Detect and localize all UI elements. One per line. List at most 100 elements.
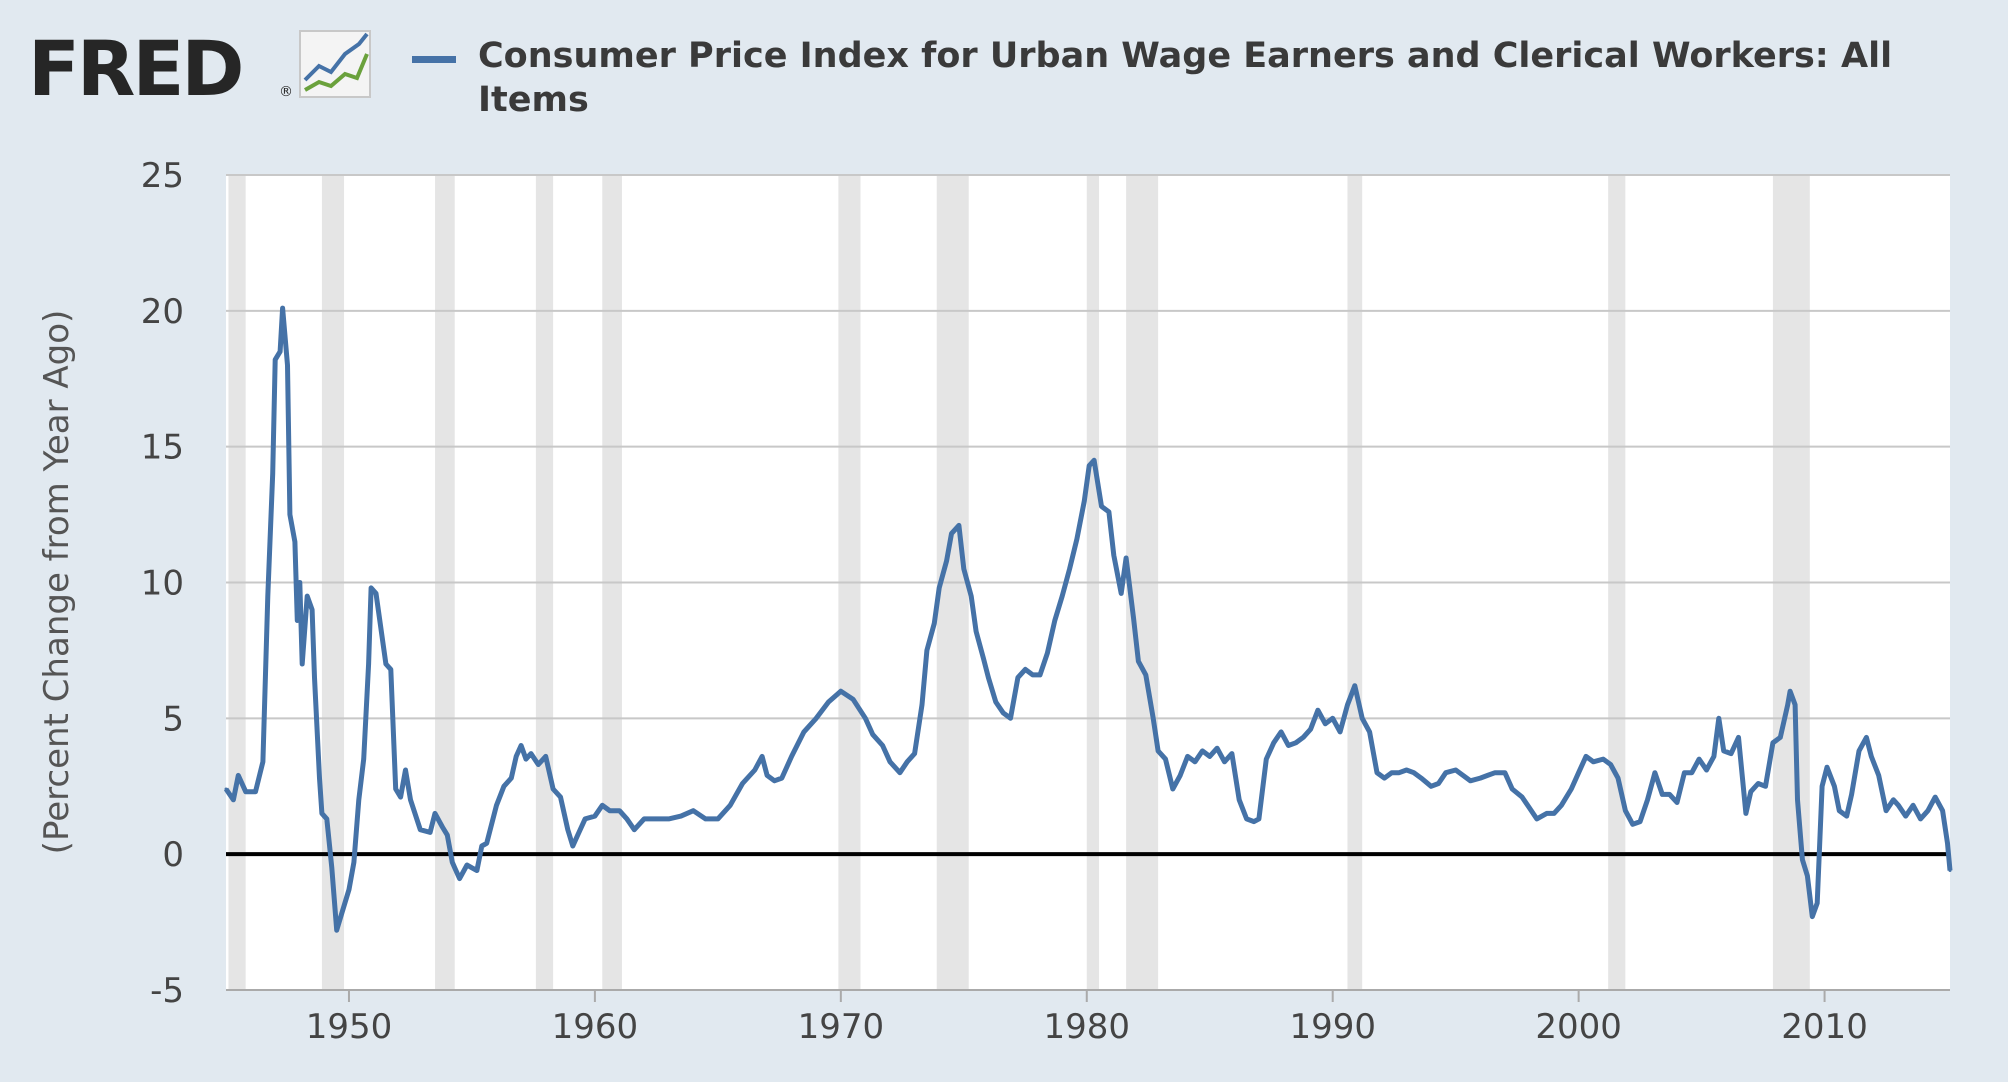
data-point xyxy=(937,586,941,590)
data-point xyxy=(1124,556,1128,560)
data-point xyxy=(925,648,929,652)
data-point xyxy=(1933,795,1937,799)
data-point xyxy=(1941,809,1945,813)
data-point xyxy=(1616,776,1620,780)
data-point xyxy=(394,787,398,791)
data-point xyxy=(1788,689,1792,693)
data-point xyxy=(485,841,489,845)
data-point xyxy=(404,768,408,772)
data-point xyxy=(1904,814,1908,818)
data-point xyxy=(1682,771,1686,775)
x-tick-label: 1950 xyxy=(306,1007,393,1047)
data-point xyxy=(851,697,855,701)
data-point xyxy=(236,773,240,777)
legend-swatch xyxy=(412,56,456,63)
data-point xyxy=(1793,703,1797,707)
data-point xyxy=(293,540,297,544)
data-point xyxy=(1705,768,1709,772)
data-point xyxy=(1230,752,1234,756)
data-point xyxy=(1279,730,1283,734)
data-point xyxy=(1156,749,1160,753)
data-point xyxy=(495,803,499,807)
data-point xyxy=(450,860,454,864)
data-point xyxy=(642,817,646,821)
data-point xyxy=(1454,768,1458,772)
data-point xyxy=(1926,809,1930,813)
data-point xyxy=(440,825,444,829)
data-point xyxy=(271,472,275,476)
y-axis-label: (Percent Change from Year Ago) xyxy=(37,310,77,855)
y-tick-label: 5 xyxy=(162,699,184,739)
data-point xyxy=(1510,787,1514,791)
data-point xyxy=(1631,822,1635,826)
data-point xyxy=(1429,784,1433,788)
data-point xyxy=(1577,771,1581,775)
data-point xyxy=(1948,868,1952,872)
data-point xyxy=(1060,594,1064,598)
data-point xyxy=(1053,619,1057,623)
data-point xyxy=(480,844,484,848)
y-tick-label: 20 xyxy=(141,292,184,332)
data-point xyxy=(945,559,949,563)
data-point xyxy=(340,912,344,916)
data-point xyxy=(1144,673,1148,677)
data-point xyxy=(1316,708,1320,712)
data-point xyxy=(317,776,321,780)
data-point xyxy=(465,863,469,867)
data-point xyxy=(1375,771,1379,775)
data-point xyxy=(1749,790,1753,794)
data-point xyxy=(266,594,270,598)
data-point xyxy=(1486,773,1490,777)
registered-mark: ® xyxy=(279,84,293,100)
data-point xyxy=(625,817,629,821)
data-point xyxy=(529,752,533,756)
data-point xyxy=(325,817,329,821)
data-point xyxy=(1397,771,1401,775)
data-point xyxy=(281,306,285,310)
data-point xyxy=(1119,591,1123,595)
data-point xyxy=(502,784,506,788)
data-point xyxy=(881,744,885,747)
data-point xyxy=(608,809,612,813)
data-point xyxy=(1038,673,1042,677)
y-tick-label: -5 xyxy=(150,971,184,1011)
data-point xyxy=(408,798,412,802)
data-point xyxy=(1245,817,1249,821)
data-point xyxy=(969,594,973,598)
data-point xyxy=(839,689,843,693)
data-point xyxy=(1294,741,1298,745)
data-point xyxy=(298,581,302,584)
data-point xyxy=(1023,667,1027,671)
data-point xyxy=(576,833,580,837)
data-point xyxy=(1668,792,1672,796)
y-tick-label: 15 xyxy=(141,428,184,468)
data-point xyxy=(1031,673,1035,677)
data-point xyxy=(667,817,671,821)
data-point xyxy=(524,757,528,761)
data-point xyxy=(1131,616,1135,620)
data-point xyxy=(261,760,265,764)
x-axis-ticks: 1950 1960 1970 1980 1990 2000 2010 xyxy=(306,990,1868,1047)
line-chart-icon xyxy=(299,30,371,98)
data-point xyxy=(278,350,282,354)
data-point xyxy=(913,752,917,756)
data-point xyxy=(551,787,555,791)
data-point xyxy=(1360,716,1364,720)
data-point xyxy=(1338,730,1342,734)
data-point xyxy=(1186,754,1190,758)
data-point xyxy=(1850,792,1854,796)
data-point xyxy=(814,716,818,720)
data-point xyxy=(352,860,356,864)
data-point xyxy=(571,844,575,848)
data-point xyxy=(1584,754,1588,758)
data-point xyxy=(384,662,388,666)
data-point xyxy=(1690,771,1694,775)
fred-logo[interactable]: FRED ® xyxy=(28,24,371,113)
data-point xyxy=(1503,771,1507,775)
data-point xyxy=(1436,782,1440,786)
data-point xyxy=(558,795,562,799)
data-point xyxy=(1591,760,1595,764)
data-point xyxy=(1323,722,1327,726)
data-point xyxy=(1712,754,1716,758)
data-point xyxy=(399,795,403,799)
